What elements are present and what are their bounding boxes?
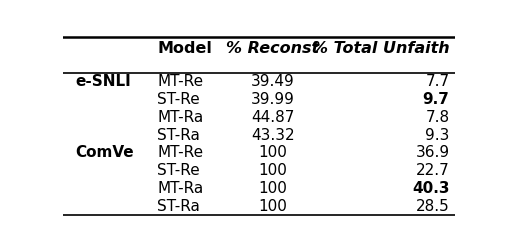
Text: 100: 100 (258, 199, 287, 214)
Text: 22.7: 22.7 (415, 163, 448, 178)
Text: MT-Ra: MT-Ra (157, 181, 203, 196)
Text: MT-Re: MT-Re (157, 75, 203, 90)
Text: ComVe: ComVe (75, 145, 133, 160)
Text: 100: 100 (258, 145, 287, 160)
Text: e-SNLI: e-SNLI (75, 75, 130, 90)
Text: ST-Ra: ST-Ra (157, 199, 200, 214)
Text: 36.9: 36.9 (415, 145, 448, 160)
Text: 7.8: 7.8 (425, 110, 448, 125)
Text: 100: 100 (258, 163, 287, 178)
Text: ST-Re: ST-Re (157, 163, 199, 178)
Text: 9.3: 9.3 (424, 128, 448, 143)
Text: % Total Unfaith: % Total Unfaith (311, 41, 448, 56)
Text: % Reconst: % Reconst (226, 41, 319, 56)
Text: 44.87: 44.87 (251, 110, 294, 125)
Text: ST-Re: ST-Re (157, 92, 199, 107)
Text: 43.32: 43.32 (251, 128, 294, 143)
Text: ST-Ra: ST-Ra (157, 128, 200, 143)
Text: 39.99: 39.99 (250, 92, 294, 107)
Text: 28.5: 28.5 (415, 199, 448, 214)
Text: 9.7: 9.7 (422, 92, 448, 107)
Text: MT-Re: MT-Re (157, 145, 203, 160)
Text: 7.7: 7.7 (425, 75, 448, 90)
Text: MT-Ra: MT-Ra (157, 110, 203, 125)
Text: 39.49: 39.49 (250, 75, 294, 90)
Text: 100: 100 (258, 181, 287, 196)
Text: Model: Model (157, 41, 212, 56)
Text: 40.3: 40.3 (411, 181, 448, 196)
